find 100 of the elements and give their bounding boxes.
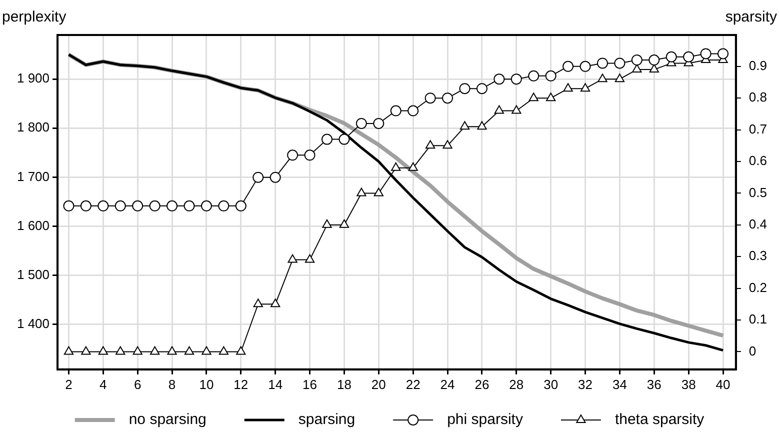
x-tick-label: 22 — [406, 376, 420, 392]
point — [339, 219, 350, 228]
point — [200, 200, 212, 212]
y2-tick-label: 0 — [748, 343, 756, 358]
point — [442, 140, 452, 149]
point — [373, 118, 384, 129]
x-tick-label: 16 — [302, 376, 318, 392]
point — [167, 346, 177, 355]
point — [356, 118, 367, 129]
x-tick-label: 6 — [134, 376, 142, 392]
legend-label: theta sparsity — [614, 411, 705, 428]
y2-tick-label: 0.6 — [748, 153, 768, 168]
point — [150, 346, 160, 355]
point — [270, 298, 280, 308]
point — [648, 54, 660, 66]
point — [562, 60, 574, 72]
y-tick-label: 1 500 — [16, 266, 50, 282]
point — [63, 200, 74, 212]
point — [390, 105, 402, 116]
point — [666, 51, 677, 62]
point — [132, 346, 142, 355]
point — [132, 200, 144, 212]
point — [512, 105, 522, 114]
x-tick-label: 10 — [199, 376, 214, 392]
point — [580, 83, 590, 92]
point — [476, 83, 488, 94]
point — [510, 74, 522, 85]
point — [632, 64, 642, 73]
x-tick-label: 24 — [440, 376, 455, 392]
x-tick-label: 14 — [268, 376, 283, 392]
point — [442, 92, 454, 104]
y2-tick-label: 0.4 — [748, 216, 768, 232]
point — [252, 172, 264, 183]
point — [98, 200, 109, 212]
point — [460, 121, 470, 130]
point — [304, 254, 315, 263]
point — [614, 74, 625, 82]
point — [270, 172, 281, 183]
point — [218, 200, 230, 212]
point — [81, 346, 91, 355]
point — [184, 346, 194, 355]
point — [546, 92, 556, 102]
y2-tick-label: 0.3 — [748, 248, 768, 264]
point — [114, 200, 126, 212]
point — [545, 70, 556, 82]
y2-tick-label: 0.2 — [748, 280, 768, 295]
point — [304, 150, 316, 161]
y2-tick-label: 0.9 — [748, 58, 768, 73]
point — [288, 254, 298, 263]
x-tick-label: 34 — [612, 376, 627, 392]
point — [236, 346, 246, 355]
point — [494, 74, 505, 85]
point — [253, 298, 263, 308]
point — [408, 105, 419, 116]
x-tick-label: 38 — [681, 376, 696, 392]
point — [408, 162, 418, 171]
legend-label: no sparsing — [128, 411, 206, 428]
point — [649, 64, 659, 73]
point — [287, 150, 298, 161]
x-tick-label: 18 — [336, 376, 352, 392]
point — [356, 188, 366, 196]
point — [580, 60, 591, 72]
point — [598, 74, 608, 82]
point — [563, 83, 573, 92]
point — [631, 54, 642, 66]
point — [683, 51, 694, 62]
y-tick-label: 1 600 — [16, 218, 50, 233]
point — [149, 200, 160, 212]
x-tick-label: 36 — [646, 376, 662, 392]
point — [218, 346, 229, 355]
point — [202, 346, 212, 355]
point — [528, 70, 540, 82]
point — [718, 48, 729, 60]
point — [596, 58, 608, 69]
y2-tick-label: 0.5 — [748, 184, 768, 200]
x-tick-label: 30 — [544, 376, 558, 392]
point — [322, 219, 332, 228]
point — [338, 134, 350, 145]
y2-tick-label: 0.7 — [748, 121, 768, 136]
point — [80, 200, 92, 212]
point — [614, 58, 626, 69]
legend-label: sparsing — [298, 411, 356, 428]
point — [184, 200, 195, 212]
point — [494, 105, 504, 114]
point — [391, 162, 401, 171]
x-tick-label: 32 — [578, 376, 593, 392]
y2-tick-label: 0.8 — [748, 90, 768, 105]
x-tick-label: 26 — [474, 376, 490, 392]
x-tick-label: 20 — [371, 376, 386, 392]
point — [235, 200, 246, 212]
y-tick-label: 1 700 — [16, 168, 50, 184]
point — [425, 140, 436, 149]
y-axis-title: perplexity — [2, 8, 67, 26]
point — [477, 121, 487, 130]
x-tick-label: 4 — [100, 376, 107, 392]
x-tick-label: 40 — [716, 376, 730, 392]
legend-label: phi sparsity — [447, 411, 524, 428]
point — [98, 346, 108, 355]
point — [700, 48, 712, 60]
y2-tick-label: 0.1 — [748, 312, 768, 327]
